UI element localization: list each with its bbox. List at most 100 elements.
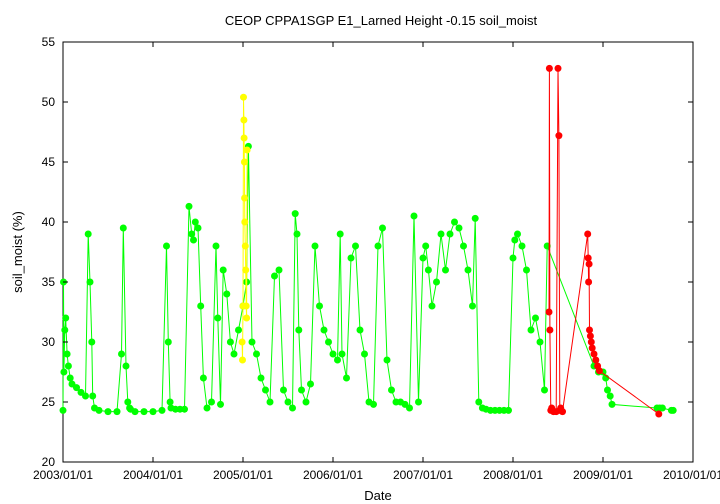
data-point	[320, 326, 328, 334]
data-point	[316, 302, 323, 310]
x-tick-label: 2008/01/01	[483, 468, 543, 482]
data-point	[433, 278, 440, 286]
data-point	[243, 314, 251, 322]
data-point	[505, 406, 512, 414]
data-point	[242, 266, 250, 274]
y-axis: 20 25 30 35 40 45 50 55	[42, 35, 693, 469]
data-point	[293, 230, 301, 238]
y-tick-label: 50	[42, 95, 56, 109]
data-point	[240, 134, 248, 142]
data-point	[523, 266, 530, 274]
data-point	[464, 266, 472, 274]
y-tick-label: 45	[42, 155, 56, 169]
data-point	[95, 406, 103, 414]
data-point	[241, 218, 249, 226]
data-point	[545, 308, 553, 316]
data-point	[587, 338, 595, 346]
data-point	[585, 278, 593, 286]
data-point	[122, 362, 130, 370]
data-point	[226, 338, 234, 346]
x-tick-label: 2005/01/01	[213, 468, 273, 482]
data-point	[379, 224, 386, 232]
data-point	[541, 386, 548, 394]
data-point	[406, 404, 413, 412]
data-point	[356, 326, 364, 334]
data-point	[658, 404, 666, 412]
y-tick-label: 20	[42, 455, 56, 469]
data-point	[158, 406, 166, 414]
series-yellow	[238, 93, 251, 364]
data-point	[604, 386, 611, 394]
data-point	[471, 214, 479, 222]
data-point	[428, 302, 436, 310]
data-point	[559, 408, 566, 416]
data-point	[307, 380, 314, 388]
data-point	[275, 266, 283, 274]
data-point	[383, 356, 391, 364]
data-point	[219, 266, 227, 274]
data-point	[214, 314, 222, 322]
data-point	[584, 230, 592, 238]
data-point	[451, 218, 458, 226]
data-point	[424, 266, 432, 274]
data-point	[185, 202, 193, 210]
data-point	[190, 236, 197, 244]
x-axis: 2003/01/01 2004/01/01 2005/01/01 2006/01/01…	[33, 42, 720, 482]
data-point	[555, 132, 563, 140]
data-point	[253, 350, 260, 358]
series-red	[545, 64, 663, 418]
data-point	[280, 386, 287, 394]
data-point	[284, 398, 292, 406]
data-point	[266, 398, 274, 406]
data-point	[238, 338, 246, 346]
data-point	[588, 344, 596, 352]
data-point	[61, 326, 69, 334]
x-axis-label: Date	[364, 488, 391, 503]
x-tick-label: 2010/01/01	[663, 468, 720, 482]
data-point	[343, 374, 350, 382]
data-point	[62, 314, 70, 322]
data-point	[509, 254, 517, 262]
data-point	[298, 386, 305, 394]
data-point	[469, 302, 476, 310]
data-point	[63, 350, 71, 358]
data-point	[437, 230, 445, 238]
data-point	[140, 408, 148, 416]
data-point	[64, 362, 72, 370]
data-point	[188, 230, 196, 238]
data-point	[329, 350, 337, 358]
data-point	[89, 392, 97, 400]
x-tick-label: 2009/01/01	[573, 468, 633, 482]
data-point	[374, 242, 382, 250]
data-point	[585, 260, 593, 268]
data-point	[592, 356, 600, 364]
data-point	[66, 374, 74, 382]
data-point	[113, 408, 121, 416]
data-point	[655, 410, 663, 418]
data-point	[311, 242, 319, 250]
data-point	[546, 326, 554, 334]
data-point	[352, 242, 359, 250]
data-point	[518, 242, 526, 250]
data-point	[239, 356, 246, 364]
data-point	[230, 350, 238, 358]
y-tick-label: 55	[42, 35, 56, 49]
data-point	[455, 224, 463, 232]
data-point	[419, 254, 427, 262]
data-point	[240, 116, 248, 124]
data-point	[545, 64, 553, 72]
data-point	[242, 302, 250, 310]
data-point	[197, 302, 205, 310]
data-point	[325, 338, 332, 346]
data-point	[163, 242, 170, 250]
data-point	[257, 374, 265, 382]
data-point	[415, 398, 422, 406]
data-point	[241, 194, 249, 202]
data-point	[586, 326, 593, 334]
data-point	[241, 242, 249, 250]
x-tick-label: 2006/01/01	[303, 468, 363, 482]
data-point	[223, 290, 231, 298]
data-point	[212, 242, 220, 250]
data-point	[208, 398, 215, 406]
